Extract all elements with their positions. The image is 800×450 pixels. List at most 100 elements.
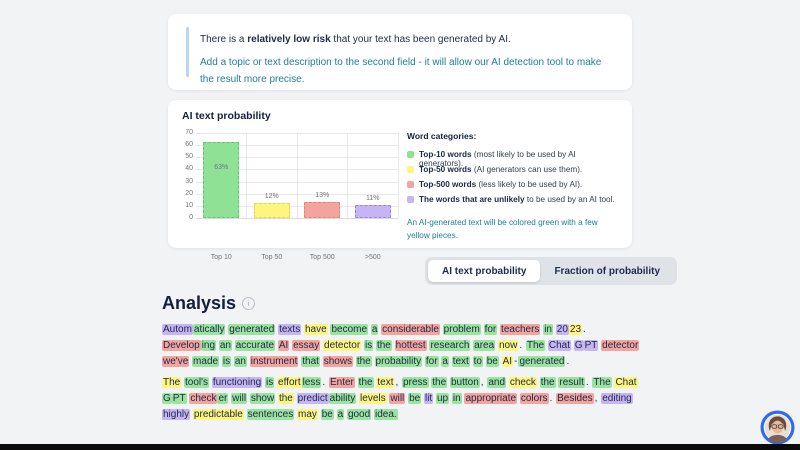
bar-value-label: 12% (264, 193, 279, 201)
analysis-token: er (217, 393, 229, 404)
y-tick-label: 10 (185, 201, 193, 209)
analysis-token: a (336, 409, 345, 420)
info-icon[interactable]: i (242, 297, 256, 310)
risk-line: There is a relatively low risk that your… (200, 34, 614, 45)
analysis-token: result (558, 377, 585, 388)
analysis-token: text (451, 356, 470, 367)
gridline (196, 218, 398, 219)
gridline (296, 133, 298, 218)
analysis-token: be (408, 393, 422, 404)
analysis-token: for (424, 356, 439, 367)
bar-top-500[interactable] (304, 202, 341, 218)
analysis-token: Autom (162, 324, 193, 335)
risk-line-prefix: There is a (200, 34, 248, 45)
notice-accent-bar (186, 27, 189, 77)
bar--500[interactable] (354, 204, 391, 218)
analysis-token: area (473, 340, 496, 351)
legend-swatch (407, 196, 414, 203)
analysis-token: is (221, 356, 232, 367)
legend-row: The words that are unlikely to be used b… (407, 195, 621, 210)
analysis-token: highly (162, 409, 191, 420)
analysis-token: check (508, 377, 537, 388)
chart-card: AI text probability 0 10 20 30 40 50 60 70 63% To… (168, 100, 632, 261)
analysis-token: predict (296, 393, 329, 404)
analysis-token: detector (601, 340, 640, 351)
analysis-token: colors (519, 393, 549, 404)
analysis-token: appropriate (464, 393, 518, 404)
y-tick-label: 40 (185, 165, 193, 173)
chart-title: AI text probability (182, 110, 271, 122)
analysis-paragraph: Autom atically generated texts have becom… (162, 322, 640, 370)
analysis-token: considerable (381, 324, 440, 335)
analysis-token: may (297, 409, 318, 420)
y-tick-label: 20 (185, 189, 193, 197)
analysis-token: hottest (394, 340, 427, 351)
y-tick-label: 50 (185, 153, 193, 161)
bar-value-label: 11% (366, 194, 380, 202)
analysis-token: less (301, 377, 322, 388)
tab-ai-text-probability[interactable]: AI text probability (428, 260, 541, 282)
avatar-image-icon (760, 410, 795, 445)
analysis-token: now (497, 340, 519, 351)
analysis-token: effort (277, 377, 302, 388)
analysis-token: will (231, 393, 248, 404)
analysis-token: The (592, 377, 612, 388)
view-tabs: AI text probability Fraction of probabili… (425, 257, 678, 285)
analysis-token: the (375, 340, 392, 351)
analysis-token: 23 (568, 324, 583, 335)
legend-label: Top-50 words (AI generators can use them… (419, 165, 583, 174)
bar-top-10[interactable] (203, 141, 240, 218)
analysis-token: sentences (246, 409, 295, 420)
analysis-token: PT (583, 340, 599, 351)
hint-line: Add a topic or text description to the s… (200, 57, 602, 85)
analysis-token: a (441, 356, 449, 367)
legend-note: An AI-generated text will be colored gre… (407, 218, 598, 240)
analysis-token: Enter (328, 377, 355, 388)
analysis-token: teachers (500, 324, 541, 335)
analysis-token: for (483, 324, 498, 335)
legend-label: Top-500 words (less likely to be used by… (419, 180, 583, 189)
analysis-token: made (192, 356, 220, 367)
legend-row: Top-50 words (AI generators can use them… (407, 165, 621, 180)
analysis-token: up (435, 393, 450, 404)
bar-value-label: 13% (315, 192, 330, 200)
analysis-token: . (549, 393, 553, 404)
analysis-token: ability (328, 393, 357, 404)
tab-fraction-of-probability[interactable]: Fraction of probability (554, 265, 661, 277)
analysis-token: AI (277, 340, 290, 351)
legend-row: Top-10 words (most likely to be used by … (407, 150, 621, 168)
analysis-token: . (583, 324, 586, 335)
analysis-token: we've (162, 356, 190, 367)
analysis-token: be (320, 409, 334, 420)
analysis-token: and (487, 377, 507, 388)
analysis-token: ing (200, 340, 217, 351)
analysis-token: in (543, 324, 553, 335)
analysis-token: AI (501, 356, 514, 367)
analysis-token: Chat (614, 377, 638, 388)
video-bubble-avatar[interactable] (760, 410, 795, 445)
analysis-token: to (472, 356, 483, 367)
analysis-token: the (431, 377, 448, 388)
legend-rows: Top-10 words (most likely to be used by … (407, 150, 621, 210)
analysis-token: G (573, 340, 584, 351)
analysis-heading: Analysis i (162, 293, 256, 314)
analysis-token: texts (278, 324, 302, 335)
bar-top-50[interactable] (253, 203, 290, 218)
y-tick-label: 70 (185, 129, 193, 136)
x-category-label: Top 500 (309, 254, 335, 261)
analysis-token: generated (228, 324, 276, 335)
gridline (347, 133, 348, 218)
analysis-text: Autom atically generated texts have becom… (162, 322, 640, 428)
analysis-token: G (162, 393, 172, 404)
analysis-token: lit (423, 393, 434, 404)
legend-swatch (407, 166, 414, 173)
analysis-token: shows (322, 356, 354, 367)
analysis-token: the (357, 377, 374, 388)
risk-notice-card: There is a relatively low risk that your… (168, 14, 632, 90)
analysis-token: functioning (211, 377, 263, 388)
word-categories-legend: Word categories: Top-10 words (most like… (407, 131, 621, 242)
analysis-token: . (566, 356, 570, 367)
analysis-token: . (519, 340, 523, 351)
bar-chart-plot: 0 10 20 30 40 50 60 70 63% Top 10 12% Top 50 13% Top … (185, 129, 399, 261)
analysis-token: an (233, 356, 247, 367)
